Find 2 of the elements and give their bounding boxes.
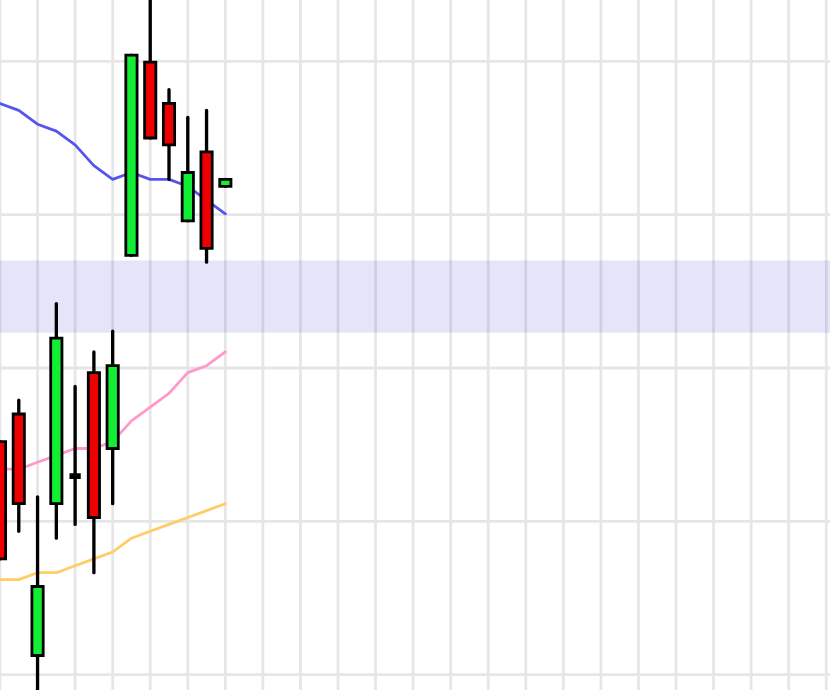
candlestick xyxy=(161,88,177,182)
candlestick xyxy=(66,384,84,527)
